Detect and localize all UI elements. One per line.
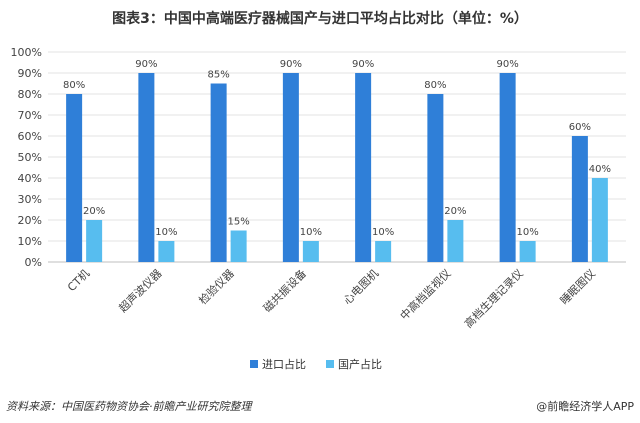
- x-tick-label: CT机: [64, 266, 92, 294]
- data-label: 90%: [352, 59, 374, 70]
- y-tick-label: 30%: [18, 193, 42, 206]
- data-label: 20%: [83, 206, 105, 217]
- bar-domestic: [591, 178, 608, 262]
- data-label: 90%: [497, 59, 519, 70]
- bar-import: [210, 83, 227, 262]
- x-tick-label: 高档生理记录仪: [461, 266, 525, 330]
- y-axis: 0% 10% 20% 30% 40% 50% 60% 70% 80% 90% 100%: [11, 46, 42, 269]
- bar-import: [138, 73, 155, 262]
- x-axis: CT机 超声波仪器 检验仪器 磁共振设备 心电图机 中高档监视仪 高档生理记录仪 睡眠图仪: [64, 266, 598, 330]
- data-label: 90%: [280, 59, 302, 70]
- x-tick-label: 心电图机: [340, 266, 381, 307]
- bar-import: [427, 94, 444, 262]
- data-label: 10%: [155, 227, 177, 238]
- legend-label: 进口占比: [262, 357, 306, 371]
- y-tick-label: 90%: [18, 67, 42, 80]
- y-tick-label: 50%: [18, 151, 42, 164]
- gridlines: [48, 51, 626, 263]
- data-label: 40%: [589, 164, 611, 175]
- data-label: 15%: [228, 217, 250, 228]
- bar-domestic: [447, 220, 464, 262]
- bar-domestic: [230, 230, 247, 262]
- bar-import: [282, 73, 299, 262]
- data-label: 10%: [300, 227, 322, 238]
- data-label: 20%: [444, 206, 466, 217]
- data-label: 80%: [424, 80, 446, 91]
- x-tick-label: 磁共振设备: [260, 266, 309, 315]
- bar-import: [499, 73, 516, 262]
- legend-label: 国产占比: [338, 357, 382, 371]
- data-label: 90%: [135, 59, 157, 70]
- bar-import: [355, 73, 372, 262]
- data-label: 10%: [372, 227, 394, 238]
- y-tick-label: 60%: [18, 130, 42, 143]
- x-tick-label: 检验仪器: [196, 266, 237, 307]
- bar-import: [571, 136, 588, 262]
- chart-title: 图表3：中国中高端医疗器械国产与进口平均占比对比（单位：%）: [112, 11, 528, 27]
- data-label: 10%: [517, 227, 539, 238]
- bars: [66, 73, 608, 262]
- legend-swatch: [326, 360, 334, 368]
- y-tick-label: 20%: [18, 214, 42, 227]
- data-label: 85%: [208, 70, 230, 81]
- data-labels: 80% 20% 90% 10% 85% 15% 90% 10% 90% 10% 80% 20% 90% 1…: [63, 59, 611, 238]
- legend: 进口占比 国产占比: [250, 357, 382, 371]
- bar-import: [66, 94, 83, 262]
- x-tick-label: 中高档监视仪: [397, 266, 454, 323]
- data-label: 60%: [569, 122, 591, 133]
- y-tick-label: 10%: [18, 235, 42, 248]
- y-tick-label: 100%: [11, 46, 42, 59]
- y-tick-label: 70%: [18, 109, 42, 122]
- brand-credit: @前瞻经济学人APP: [536, 400, 634, 413]
- y-tick-label: 40%: [18, 172, 42, 185]
- bar-domestic: [302, 241, 319, 262]
- x-tick-label: 超声波仪器: [116, 266, 165, 315]
- bar-domestic: [375, 241, 392, 262]
- bar-domestic: [86, 220, 103, 262]
- x-tick-label: 睡眠图仪: [558, 267, 598, 307]
- y-tick-label: 80%: [18, 88, 42, 101]
- source-note: 资料来源：中国医药物资协会·前瞻产业研究院整理: [6, 400, 252, 413]
- legend-swatch: [250, 360, 258, 368]
- y-tick-label: 0%: [25, 256, 42, 269]
- bar-domestic: [519, 241, 536, 262]
- data-label: 80%: [63, 80, 85, 91]
- bar-domestic: [158, 241, 175, 262]
